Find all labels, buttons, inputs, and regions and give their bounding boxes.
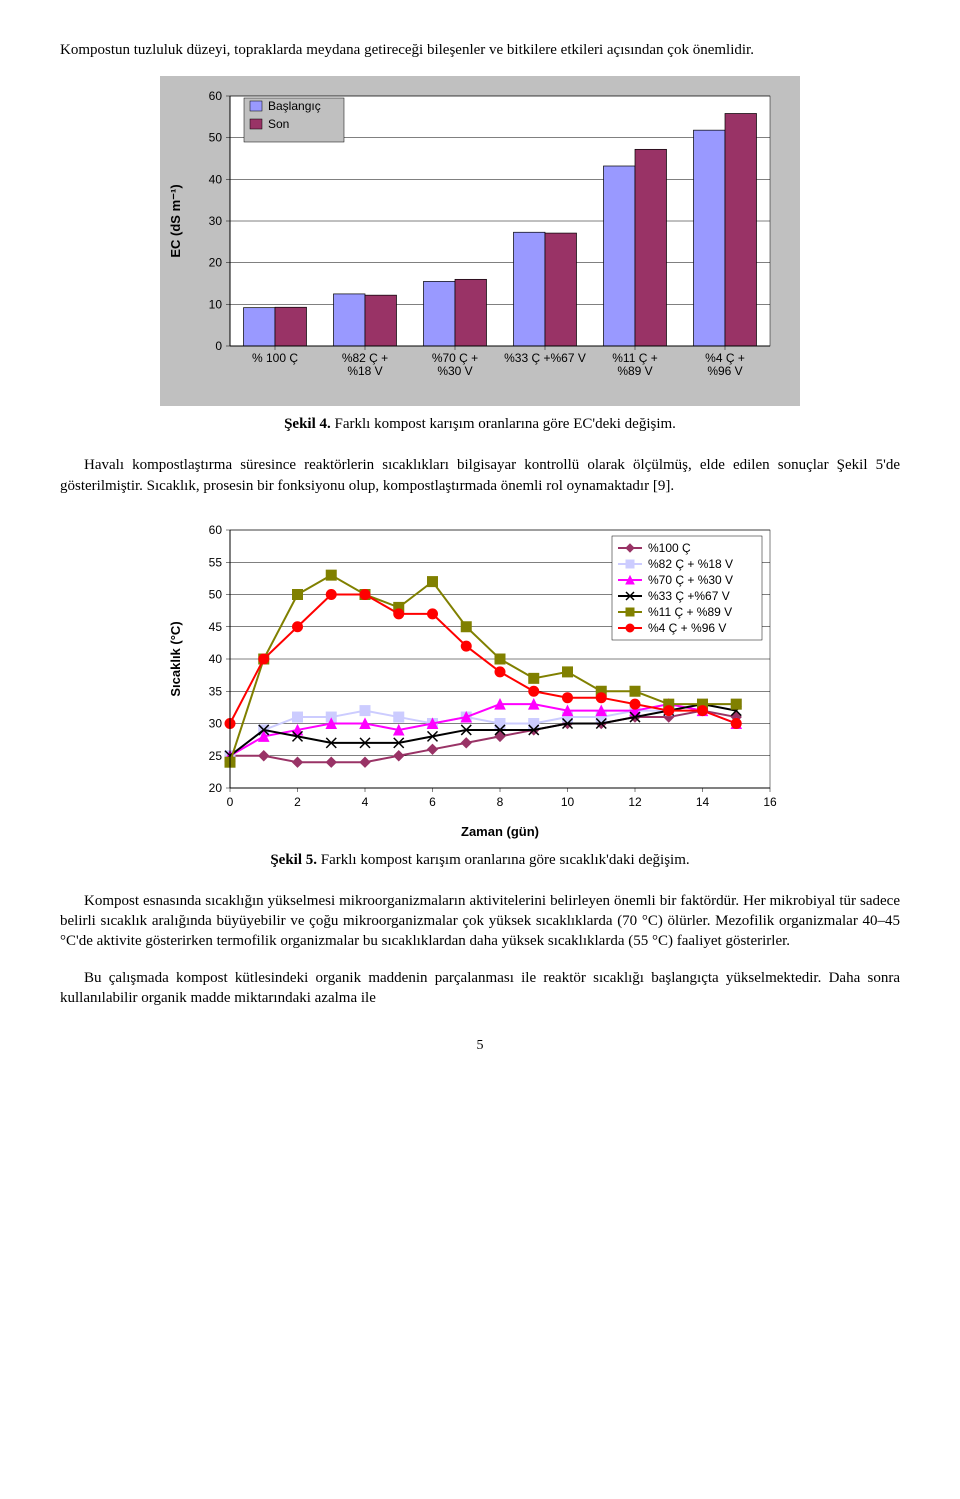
svg-text:10: 10 xyxy=(561,795,575,809)
svg-text:6: 6 xyxy=(429,795,436,809)
svg-text:40: 40 xyxy=(209,173,223,187)
svg-text:55: 55 xyxy=(209,555,223,569)
svg-text:%30 V: %30 V xyxy=(437,364,472,378)
figure-5-caption-text: Farklı kompost karışım oranlarına göre s… xyxy=(317,852,690,868)
svg-text:60: 60 xyxy=(209,523,223,537)
svg-text:50: 50 xyxy=(209,131,223,145)
bu-paragraph: Bu çalışmada kompost kütlesindeki organi… xyxy=(60,968,900,1009)
svg-text:%82 Ç + %18 V: %82 Ç + %18 V xyxy=(648,557,733,571)
after-fig4-paragraph: Havalı kompostlaştırma süresince reaktör… xyxy=(60,455,900,496)
svg-text:%96 V: %96 V xyxy=(707,364,742,378)
svg-text:10: 10 xyxy=(209,298,223,312)
svg-text:4: 4 xyxy=(362,795,369,809)
figure-4-caption: Şekil 4. Farklı kompost karışım oranları… xyxy=(60,416,900,433)
svg-text:%11 Ç +: %11 Ç + xyxy=(612,351,657,365)
svg-text:%18 V: %18 V xyxy=(347,364,382,378)
svg-text:16: 16 xyxy=(763,795,777,809)
svg-text:14: 14 xyxy=(696,795,710,809)
svg-text:0: 0 xyxy=(215,339,222,353)
svg-text:% 100 Ç: % 100 Ç xyxy=(252,351,298,365)
svg-text:Son: Son xyxy=(268,117,289,131)
figure-5-caption: Şekil 5. Farklı kompost karışım oranları… xyxy=(60,852,900,869)
kompost-paragraph: Kompost esnasında sıcaklığın yükselmesi … xyxy=(60,891,900,952)
svg-text:%4 Ç +: %4 Ç + xyxy=(705,351,745,365)
svg-text:%70 Ç +: %70 Ç + xyxy=(432,351,478,365)
svg-text:EC (dS m⁻¹): EC (dS m⁻¹) xyxy=(168,185,183,258)
svg-text:Sıcaklık (°C): Sıcaklık (°C) xyxy=(168,621,183,696)
svg-text:60: 60 xyxy=(209,89,223,103)
svg-text:45: 45 xyxy=(209,620,223,634)
svg-text:%11 Ç + %89 V: %11 Ç + %89 V xyxy=(648,605,732,619)
intro-paragraph: Kompostun tuzluluk düzeyi, topraklarda m… xyxy=(60,40,900,60)
svg-text:12: 12 xyxy=(628,795,642,809)
svg-text:%33 Ç +%67 V: %33 Ç +%67 V xyxy=(648,589,730,603)
svg-text:30: 30 xyxy=(209,214,223,228)
svg-text:Başlangıç: Başlangıç xyxy=(268,99,321,113)
figure-4-caption-label: Şekil 4. xyxy=(284,416,331,432)
figure-5-caption-label: Şekil 5. xyxy=(270,852,317,868)
svg-text:35: 35 xyxy=(209,684,223,698)
svg-text:20: 20 xyxy=(209,256,223,270)
svg-text:25: 25 xyxy=(209,749,223,763)
svg-text:8: 8 xyxy=(497,795,504,809)
svg-text:40: 40 xyxy=(209,652,223,666)
svg-text:50: 50 xyxy=(209,587,223,601)
svg-text:2: 2 xyxy=(294,795,301,809)
figure-5-chart: 20 25 30 35 40 45 50 55 60 0 2 4 6 8 10 12 14 16 Zaman (gü… xyxy=(60,512,900,842)
figure-4-caption-text: Farklı kompost karışım oranlarına göre E… xyxy=(331,416,676,432)
svg-text:Zaman (gün): Zaman (gün) xyxy=(461,824,539,839)
svg-text:30: 30 xyxy=(209,716,223,730)
svg-text:%89 V: %89 V xyxy=(617,364,652,378)
svg-text:%70 Ç + %30 V: %70 Ç + %30 V xyxy=(648,573,733,587)
svg-text:%100 Ç: %100 Ç xyxy=(648,541,691,555)
svg-text:%33 Ç +%67 V: %33 Ç +%67 V xyxy=(504,351,586,365)
figure-4-chart: 0102030405060EC (dS m⁻¹)% 100 Ç%82 Ç +%1… xyxy=(60,76,900,406)
svg-text:%4 Ç + %96 V: %4 Ç + %96 V xyxy=(648,621,726,635)
svg-text:0: 0 xyxy=(227,795,234,809)
page-number: 5 xyxy=(60,1038,900,1054)
svg-text:20: 20 xyxy=(209,781,223,795)
svg-text:%82 Ç +: %82 Ç + xyxy=(342,351,388,365)
